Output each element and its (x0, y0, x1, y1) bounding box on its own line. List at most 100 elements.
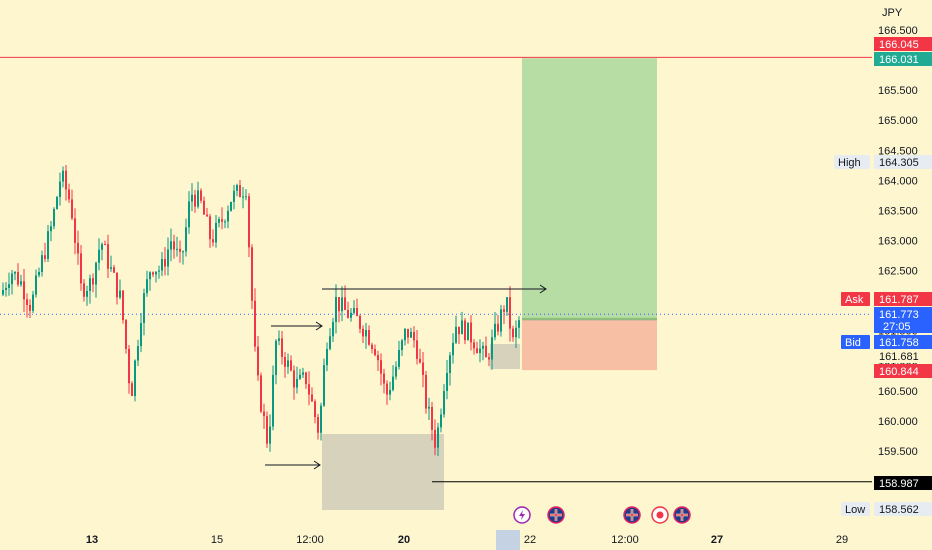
arrow-middle[interactable] (271, 321, 323, 331)
candle-up (242, 186, 244, 209)
candle-down (260, 372, 262, 414)
candle-down (74, 208, 76, 255)
stop-loss-zone[interactable] (522, 319, 657, 371)
candle-body (287, 360, 289, 367)
candle-body (182, 251, 184, 253)
candle-body (59, 181, 61, 198)
candle-body (50, 226, 52, 232)
candle-down (290, 355, 292, 372)
candle-body (137, 346, 139, 361)
candle-up (506, 297, 508, 317)
candle-down (362, 325, 364, 343)
candle-body (146, 279, 148, 294)
price-tick-label: 159.500 (878, 446, 918, 458)
candle-up (98, 238, 100, 271)
candle-up (32, 290, 34, 314)
candle-body (305, 372, 307, 385)
candle-body (278, 338, 280, 341)
candle-down (308, 371, 310, 406)
tag-background (874, 37, 932, 51)
tag-label: Ask (845, 294, 864, 306)
uk-flag-icon[interactable] (673, 506, 691, 524)
candle-up (50, 220, 52, 242)
candle-body (23, 281, 25, 300)
candle-down (377, 350, 379, 371)
candle-down (512, 325, 514, 342)
price-axis-panel (872, 0, 932, 530)
profit-target-zone[interactable] (522, 58, 657, 320)
candle-down (257, 335, 259, 381)
candle-up (119, 279, 121, 300)
lines-layer (0, 56, 872, 483)
tag-value: 161.758 (879, 337, 919, 349)
candle-body (230, 201, 232, 211)
candle-body (476, 348, 478, 354)
candle-body (251, 247, 253, 301)
uk-flag-icon[interactable] (623, 506, 641, 524)
candle-down (200, 188, 202, 204)
candle-body (62, 170, 64, 182)
lightning-icon[interactable] (513, 506, 531, 524)
candle-body (212, 239, 214, 243)
candle-body (269, 426, 271, 444)
candle-body (449, 355, 451, 373)
arrow-bottom[interactable] (265, 460, 321, 470)
arrow-top[interactable] (322, 284, 547, 294)
candle-body (119, 290, 121, 298)
entry-tag[interactable]: 161.681 (874, 349, 932, 363)
candle-body (143, 293, 145, 323)
tag-label-background (834, 155, 870, 169)
candle-body (284, 356, 286, 367)
candle-up (482, 341, 484, 361)
candle-body (323, 365, 325, 406)
time-axis[interactable]: 13 15 12:00 20 22 12:00 27 29 (0, 530, 932, 550)
candle-down (68, 183, 70, 203)
price-tick-label: 162.500 (878, 266, 918, 278)
uk-flag-icon[interactable] (547, 506, 565, 524)
events-row[interactable] (513, 506, 691, 524)
candle-body (92, 278, 94, 285)
candle-body (236, 185, 238, 191)
candle-body (290, 360, 292, 371)
bid-tag[interactable]: 161.758 Bid (841, 335, 932, 349)
candle-down (251, 244, 253, 310)
candle-body (110, 267, 112, 269)
candle-down (281, 331, 283, 365)
candle-body (413, 331, 415, 341)
candle-body (164, 258, 166, 267)
candle-body (392, 376, 394, 390)
tag-label-background (841, 292, 870, 306)
candle-down (212, 229, 214, 247)
resistance-red-tag[interactable]: 166.045 (874, 37, 932, 51)
price-axis[interactable]: JPY166.500166.000165.500165.000164.50016… (834, 0, 932, 530)
candle-down (239, 179, 241, 198)
candle-down (284, 351, 286, 378)
stop-tag[interactable]: 160.844 (874, 364, 932, 378)
zones-layer (322, 58, 657, 510)
price-tick-label: 160.500 (878, 386, 918, 398)
low-tag[interactable]: 158.562 Low (841, 502, 932, 516)
candle-body (482, 345, 484, 349)
target-green-tag[interactable]: 166.031 (874, 52, 932, 66)
ask-tag[interactable]: 161.787 Ask (841, 292, 932, 306)
time-axis-panel (0, 530, 932, 550)
tag-value: 160.844 (879, 366, 919, 378)
support-black-tag[interactable]: 158.987 (874, 476, 932, 490)
candle-body (140, 322, 142, 347)
candle-up (341, 286, 343, 322)
record-icon[interactable] (651, 506, 669, 524)
candle-body (77, 242, 79, 254)
high-tag[interactable]: 164.305 High (834, 155, 932, 169)
candle-body (311, 394, 313, 402)
candle-body (227, 210, 229, 222)
candle-body (344, 297, 346, 310)
tag-background (874, 476, 932, 490)
candle-body (470, 322, 472, 343)
candle-body (338, 297, 340, 312)
candle-up (191, 183, 193, 212)
candle-body (419, 358, 421, 363)
candle-body (389, 389, 391, 395)
candle-body (431, 406, 433, 430)
